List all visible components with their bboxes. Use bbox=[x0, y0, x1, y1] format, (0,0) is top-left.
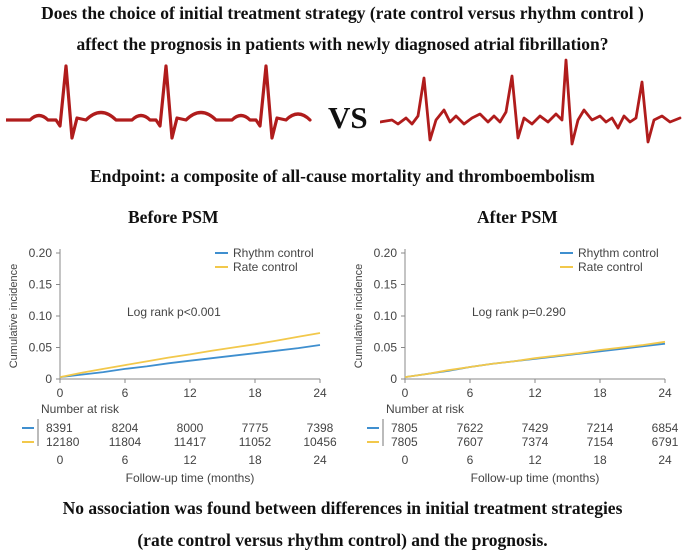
risk-table-time-label: 24 bbox=[658, 453, 672, 467]
risk-count: 11052 bbox=[239, 435, 272, 449]
x-tick-label: 12 bbox=[183, 386, 197, 400]
log-rank-annotation: Log rank p<0.001 bbox=[127, 305, 221, 319]
risk-count: 7622 bbox=[457, 421, 484, 435]
risk-count: 7607 bbox=[457, 435, 484, 449]
x-tick-label: 6 bbox=[122, 386, 129, 400]
risk-table-time-label: 0 bbox=[402, 453, 409, 467]
x-axis-label: Follow-up time (months) bbox=[126, 471, 255, 485]
risk-count: 7374 bbox=[522, 435, 549, 449]
ecg-irregular-rhythm-trace bbox=[380, 58, 682, 146]
y-tick-label: 0.15 bbox=[29, 278, 53, 292]
risk-count: 8391 bbox=[46, 421, 73, 435]
panel-title-before-psm: Before PSM bbox=[128, 207, 219, 227]
risk-table-time-label: 0 bbox=[57, 453, 64, 467]
endpoint-text: Endpoint: a composite of all-cause morta… bbox=[90, 166, 595, 186]
x-tick-label: 18 bbox=[593, 386, 607, 400]
x-tick-label: 12 bbox=[528, 386, 542, 400]
risk-count: 7805 bbox=[391, 421, 418, 435]
conclusion-line-1: No association was found between differe… bbox=[62, 498, 623, 518]
risk-count: 10456 bbox=[303, 435, 337, 449]
risk-count: 11804 bbox=[109, 435, 142, 449]
x-tick-label: 18 bbox=[248, 386, 262, 400]
risk-table-time-label: 18 bbox=[248, 453, 262, 467]
vs-label: VS bbox=[328, 100, 368, 135]
y-tick-label: 0.10 bbox=[29, 309, 53, 323]
y-tick-label: 0.20 bbox=[374, 246, 398, 260]
panel-title-after-psm: After PSM bbox=[477, 207, 558, 227]
y-axis-label: Cumulative incidence bbox=[8, 264, 20, 369]
km-plot-after-psm: 0 0.05 0.10 0.15 0.20 0 6 12 18 24 Cumulative inci… bbox=[353, 246, 679, 485]
y-tick-label: 0.10 bbox=[374, 309, 398, 323]
log-rank-annotation: Log rank p=0.290 bbox=[472, 305, 566, 319]
risk-count: 6854 bbox=[652, 421, 679, 435]
y-tick-label: 0 bbox=[390, 372, 397, 386]
series-line-rate-control bbox=[59, 332, 321, 378]
risk-table-time-label: 12 bbox=[528, 453, 542, 467]
risk-count: 11417 bbox=[174, 435, 207, 449]
question-line-2: affect the prognosis in patients with ne… bbox=[76, 34, 609, 54]
risk-table-title: Number at risk bbox=[41, 402, 120, 416]
x-tick-label: 24 bbox=[658, 386, 672, 400]
x-axis-label: Follow-up time (months) bbox=[471, 471, 600, 485]
x-tick-label: 24 bbox=[313, 386, 327, 400]
risk-table-time-label: 24 bbox=[313, 453, 327, 467]
risk-count: 12180 bbox=[46, 435, 80, 449]
x-tick-label: 0 bbox=[402, 386, 409, 400]
y-tick-label: 0.05 bbox=[29, 341, 53, 355]
risk-table-time-label: 6 bbox=[467, 453, 474, 467]
risk-table-title: Number at risk bbox=[386, 402, 465, 416]
km-plot-before-psm: 0 0.05 0.10 0.15 0.20 0 6 12 18 24 Cumulative inci… bbox=[8, 246, 337, 485]
y-tick-label: 0.15 bbox=[374, 278, 398, 292]
risk-count: 7775 bbox=[242, 421, 269, 435]
risk-table-time-label: 18 bbox=[593, 453, 607, 467]
risk-table-time-label: 6 bbox=[122, 453, 129, 467]
series-line-rhythm-control bbox=[404, 342, 666, 378]
y-tick-label: 0 bbox=[45, 372, 52, 386]
question-line-1: Does the choice of initial treatment str… bbox=[41, 3, 644, 23]
y-axis-label: Cumulative incidence bbox=[353, 264, 365, 369]
risk-count: 6791 bbox=[652, 435, 679, 449]
x-tick-label: 6 bbox=[467, 386, 474, 400]
y-tick-label: 0.05 bbox=[374, 341, 398, 355]
risk-count: 7398 bbox=[307, 421, 334, 435]
conclusion-line-2: (rate control versus rhythm control) and… bbox=[137, 530, 548, 550]
risk-count: 7805 bbox=[391, 435, 418, 449]
ecg-regular-rhythm-trace bbox=[6, 64, 312, 140]
legend-label: Rate control bbox=[578, 260, 643, 274]
x-tick-label: 0 bbox=[57, 386, 64, 400]
series-line-rhythm-control bbox=[59, 344, 321, 378]
risk-table-time-label: 12 bbox=[183, 453, 197, 467]
legend-label: Rhythm control bbox=[578, 246, 659, 260]
y-tick-label: 0.20 bbox=[29, 246, 53, 260]
legend-label: Rate control bbox=[233, 260, 298, 274]
risk-count: 8000 bbox=[177, 421, 204, 435]
risk-count: 7214 bbox=[587, 421, 614, 435]
legend-label: Rhythm control bbox=[233, 246, 314, 260]
risk-count: 7429 bbox=[522, 421, 549, 435]
risk-count: 7154 bbox=[587, 435, 614, 449]
series-line-rate-control bbox=[404, 340, 666, 378]
risk-count: 8204 bbox=[112, 421, 139, 435]
